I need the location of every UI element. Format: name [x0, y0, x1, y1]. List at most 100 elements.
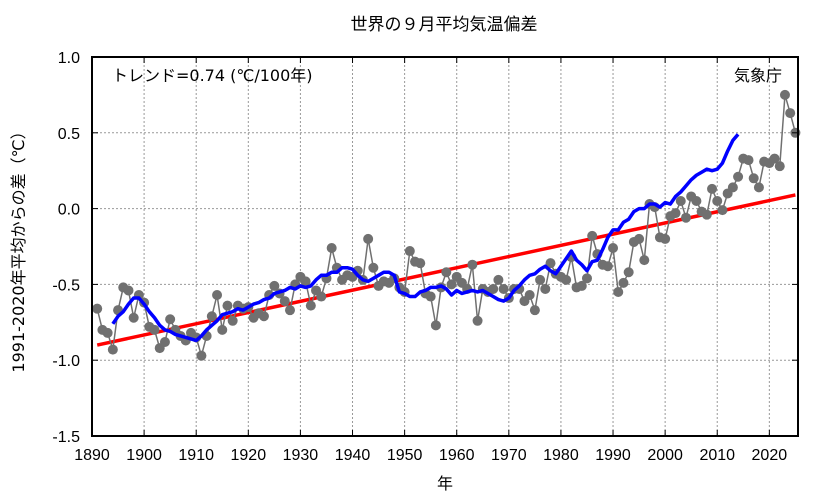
y-tick-label: -1.0 [52, 353, 80, 370]
annual-data-point [581, 273, 592, 284]
annual-data-point [634, 233, 645, 244]
annual-data-point [217, 324, 228, 335]
annual-data-point [493, 274, 504, 285]
annual-data-point [222, 300, 233, 311]
annual-data-point [769, 153, 780, 164]
annual-data-point [498, 283, 509, 294]
x-axis-label: 年 [437, 474, 453, 493]
x-tick-label: 1940 [335, 447, 371, 464]
annual-data-point [670, 208, 681, 219]
annual-data-point [576, 280, 587, 291]
plot-frame [91, 56, 799, 437]
x-tick-label: 1890 [74, 447, 110, 464]
annual-data-point [561, 274, 572, 285]
annual-data-point [488, 283, 499, 294]
annual-data-point [300, 276, 311, 287]
trend-annotation: トレンド=0.74 (℃/100年) [112, 66, 313, 85]
y-tick-label: 0.5 [58, 126, 80, 143]
annual-data-point [165, 314, 176, 325]
annual-data-point [368, 262, 379, 273]
annual-data-point [535, 274, 546, 285]
annual-data-point [707, 183, 718, 194]
annual-data-point [675, 196, 686, 207]
annual-data-point [149, 324, 160, 335]
annual-data-point [269, 280, 280, 291]
annual-data-point [613, 286, 624, 297]
annual-data-point [680, 212, 691, 223]
y-tick-label: 0.0 [58, 202, 80, 219]
x-tick-label: 1900 [126, 447, 162, 464]
annual-data-point [159, 337, 170, 348]
annual-data-point [785, 108, 796, 119]
annual-data-point [425, 291, 436, 302]
annual-data-point [779, 89, 790, 100]
x-tick-label: 1960 [439, 447, 475, 464]
annual-data-point [441, 267, 452, 278]
running-mean-line [111, 133, 740, 343]
annual-data-point [212, 290, 223, 301]
annual-data-point [712, 196, 723, 207]
x-tick-label: 1950 [387, 447, 423, 464]
x-tick-label: 1910 [178, 447, 214, 464]
annual-data-point [404, 246, 415, 257]
annual-series-line [96, 94, 797, 359]
annual-data-point [363, 233, 374, 244]
x-tick-label: 1970 [491, 447, 527, 464]
x-tick-label: 1980 [543, 447, 579, 464]
x-tick-label: 1920 [231, 447, 267, 464]
y-tick-label: -1.5 [52, 429, 80, 446]
annual-data-point [743, 155, 754, 166]
annual-data-point [305, 300, 316, 311]
annual-data-point [206, 311, 217, 322]
annual-data-point [128, 312, 139, 323]
annual-data-point [430, 320, 441, 331]
annual-series-layer [92, 89, 801, 361]
annual-data-point [701, 209, 712, 220]
y-axis: 1.0 0.5 0.0 -0.5 -1.0 -1.5 [52, 50, 798, 446]
annual-data-point [284, 305, 295, 316]
annual-data-point [753, 182, 764, 193]
annual-data-point [618, 277, 629, 288]
annual-data-point [446, 279, 457, 290]
source-annotation: 気象庁 [734, 66, 782, 85]
y-axis-label: 1991-2020年平均からの差（℃） [9, 123, 28, 372]
annual-data-point [529, 305, 540, 316]
annual-data-point [524, 290, 535, 301]
annual-data-point [733, 171, 744, 182]
annual-data-point [602, 261, 613, 272]
annual-data-point [660, 233, 671, 244]
chart-title: 世界の９月平均気温偏差 [351, 15, 538, 35]
annual-data-point [196, 350, 207, 361]
annual-data-point [540, 283, 551, 294]
annual-data-point [467, 259, 478, 270]
annual-data-point [227, 315, 238, 326]
x-axis: 1890 1900 1910 1920 1930 1940 1950 1960 1970 1980… [74, 57, 787, 464]
annual-data-point [717, 205, 728, 216]
annual-data-point [107, 344, 118, 355]
annual-data-point [92, 303, 103, 314]
annual-data-point [415, 258, 426, 269]
annual-data-point [326, 243, 337, 254]
x-tick-label: 1930 [283, 447, 319, 464]
annual-data-point [639, 255, 650, 266]
grid-layer [92, 57, 798, 436]
annual-data-point [545, 258, 556, 269]
annual-data-point [587, 230, 598, 241]
y-tick-label: -0.5 [52, 277, 80, 294]
annual-data-point [623, 267, 634, 278]
annual-data-point [123, 285, 134, 296]
annual-data-point [472, 315, 483, 326]
annual-data-point [258, 311, 269, 322]
x-tick-label: 2000 [647, 447, 683, 464]
x-tick-label: 2020 [752, 447, 788, 464]
y-tick-label: 1.0 [58, 50, 80, 67]
x-tick-label: 2010 [699, 447, 735, 464]
annual-data-point [102, 327, 113, 338]
annual-data-point [727, 182, 738, 193]
annual-data-point [774, 161, 785, 172]
annual-data-point [608, 243, 619, 254]
annual-data-point [316, 291, 327, 302]
annual-data-point [691, 196, 702, 207]
x-tick-label: 1990 [595, 447, 631, 464]
